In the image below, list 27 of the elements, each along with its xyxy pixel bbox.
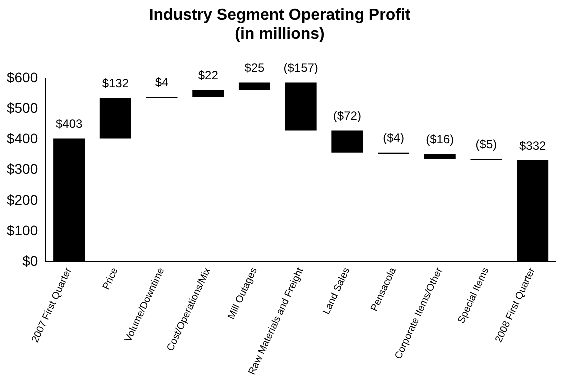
- data-label: ($4): [383, 131, 404, 146]
- data-label: $22: [198, 68, 219, 83]
- data-label: ($16): [426, 132, 454, 146]
- data-label: ($5): [476, 137, 498, 152]
- y-tick-label: $100: [6, 222, 38, 238]
- data-label: $25: [244, 61, 266, 75]
- y-tick-label: $200: [6, 192, 38, 208]
- bar: [100, 98, 132, 139]
- bar: [238, 82, 270, 90]
- chart-title: Industry Segment Operating Profit (in millions): [149, 7, 412, 44]
- x-tick-label: Price: [101, 266, 122, 292]
- data-label: $4: [155, 75, 170, 90]
- bar: [424, 154, 456, 159]
- y-tick-label: $0: [22, 253, 38, 270]
- y-tick-label: $500: [6, 100, 38, 116]
- bar: [192, 90, 224, 98]
- x-tick-label: Land Sales: [322, 266, 353, 316]
- y-tick-label: $400: [6, 130, 38, 147]
- data-label: ($157): [284, 61, 318, 75]
- bar: [332, 130, 364, 153]
- bar: [285, 82, 317, 131]
- data-label: $403: [56, 117, 83, 132]
- data-label: $132: [102, 76, 130, 91]
- data-label: $332: [519, 138, 546, 153]
- y-tick-label: $600: [6, 69, 38, 86]
- y-tick-label: $300: [6, 161, 38, 178]
- data-label: ($72): [333, 109, 362, 124]
